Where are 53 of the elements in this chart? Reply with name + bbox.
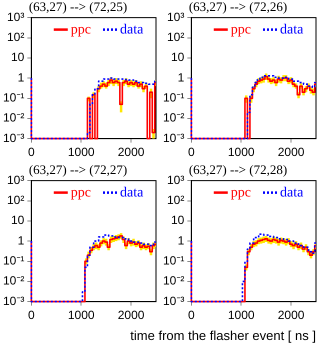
- legend-label: ppc: [70, 185, 91, 200]
- y-tick-label: 10³: [167, 10, 184, 24]
- y-tick-label: 10⁻²: [3, 274, 24, 288]
- legend-label: ppc: [230, 185, 251, 200]
- x-tick-label: 1000: [228, 308, 255, 322]
- legend-label: ppc: [70, 22, 91, 38]
- x-tick-label: 0: [28, 145, 35, 160]
- y-tick-label: 10⁻²: [163, 110, 184, 125]
- chart-title: (63,27) --> (72,27): [28, 162, 128, 178]
- y-tick-label: 10⁻¹: [163, 254, 184, 268]
- x-tick-label: 2000: [278, 145, 305, 160]
- y-tick-label: 10⁻³: [3, 294, 24, 308]
- y-tick-label: 10²: [167, 30, 184, 44]
- y-tick-label: 1: [18, 70, 25, 84]
- y-tick-label: 10³: [7, 10, 24, 24]
- x-tick-label: 1000: [68, 145, 95, 160]
- y-tick-label: 10⁻³: [3, 130, 24, 145]
- chart-title: (63,27) --> (72,28): [188, 162, 288, 178]
- y-tick-label: 10³: [167, 172, 184, 187]
- legend-label: data: [120, 185, 144, 200]
- y-tick-label: 10: [170, 50, 185, 64]
- y-tick-label: 10²: [7, 30, 24, 44]
- x-tick-label: 0: [188, 308, 195, 322]
- x-tick-label: 1000: [68, 308, 95, 322]
- y-tick-label: 1: [178, 70, 185, 84]
- y-tick-label: 10⁻¹: [3, 254, 24, 268]
- legend-label: data: [280, 185, 304, 200]
- x-tick-label: 2000: [278, 308, 305, 322]
- y-tick-label: 10³: [7, 172, 24, 187]
- x-tick-label: 0: [188, 145, 195, 160]
- y-tick-label: 10: [10, 50, 25, 64]
- x-tick-label: 0: [28, 308, 35, 322]
- y-tick-label: 10: [170, 213, 185, 228]
- legend-label: ppc: [230, 22, 251, 38]
- y-tick-label: 10⁻¹: [3, 90, 24, 105]
- y-tick-label: 10⁻³: [163, 130, 184, 145]
- y-tick-label: 10⁻¹: [163, 90, 184, 105]
- x-tick-label: 1000: [228, 145, 255, 160]
- legend-label: data: [280, 22, 304, 38]
- y-tick-label: 10⁻²: [3, 110, 24, 125]
- y-tick-label: 10: [10, 213, 25, 228]
- y-tick-label: 10²: [7, 193, 24, 208]
- x-axis-title: time from the flasher event [ ns ]: [129, 327, 317, 345]
- x-tick-label: 2000: [118, 308, 145, 322]
- chart-title: (63,27) --> (72,25): [28, 0, 128, 14]
- legend-label: data: [120, 22, 144, 38]
- chart-title: (63,27) --> (72,26): [188, 0, 288, 14]
- y-tick-label: 1: [178, 233, 185, 248]
- x-tick-label: 2000: [118, 145, 145, 160]
- y-tick-label: 10²: [167, 193, 184, 208]
- y-tick-label: 1: [18, 233, 25, 248]
- y-tick-label: 10⁻²: [163, 274, 184, 288]
- y-tick-label: 10⁻³: [163, 294, 184, 308]
